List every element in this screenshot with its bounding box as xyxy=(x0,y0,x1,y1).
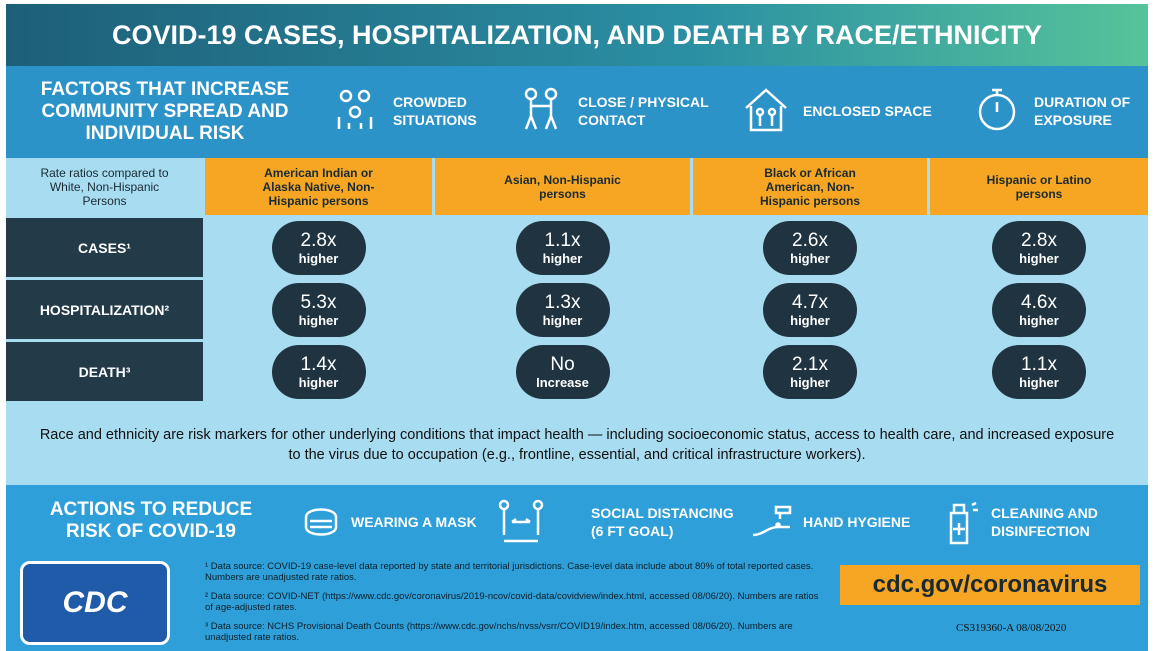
icon xyxy=(972,84,1022,134)
icon xyxy=(741,84,791,134)
ratio-value: 1.4x xyxy=(300,353,337,375)
ratio-pill: 2.8x higher xyxy=(271,221,366,275)
title: COVID-19 CASES, HOSPITALIZATION, AND DEA… xyxy=(111,19,1043,50)
icon-graphic xyxy=(304,508,338,536)
cdc-logo: CDC xyxy=(20,561,170,645)
icon-graphic xyxy=(498,499,544,543)
ratio-label: Increase xyxy=(536,374,589,390)
ratio-pill: 2.6x higher xyxy=(763,221,857,275)
footnote: ³ Data source: NCHS Provisional Death Co… xyxy=(205,621,793,643)
icon-graphic xyxy=(978,88,1016,131)
ratio-label: higher xyxy=(790,312,830,328)
ratio-value: 1.1x xyxy=(1021,353,1057,375)
factor-label: CROWDED SITUATIONS xyxy=(393,94,477,128)
ratio-value: 5.3x xyxy=(300,291,337,313)
ratio-pill: 2.8x higher xyxy=(992,221,1086,275)
factor-label: CLOSE / PHYSICAL CONTACT xyxy=(578,94,709,128)
website: cdc.gov/coronavirus xyxy=(840,565,1140,605)
factor-label: ENCLOSED SPACE xyxy=(803,103,932,119)
footnote: ¹ Data source: COVID-19 case-level data … xyxy=(205,561,814,583)
document-code: CS319360-A 08/08/2020 xyxy=(956,622,1067,634)
icon-graphic xyxy=(337,89,373,129)
corner-cell: Rate ratios compared to White, Non-Hispa… xyxy=(40,165,169,208)
note: Race and ethnicity are risk markers for … xyxy=(39,427,1115,463)
icon-graphic xyxy=(745,88,787,132)
ratio-pill: 5.3x higher xyxy=(271,283,366,337)
factor-label: DURATION OF EXPOSURE xyxy=(1034,94,1131,128)
column-header: Asian, Non-Hispanic persons xyxy=(435,158,690,215)
icon xyxy=(516,84,566,134)
ratio-value: 2.1x xyxy=(792,353,828,375)
icon-graphic xyxy=(752,505,792,537)
factors-band: FACTORS THAT INCREASE COMMUNITY SPREAD A… xyxy=(6,66,1148,158)
ratio-pill: 1.4x higher xyxy=(271,345,366,399)
icon xyxy=(496,497,546,547)
ratio-label: higher xyxy=(298,374,339,390)
ratio-value: No xyxy=(550,353,575,375)
action-label: HAND HYGIENE xyxy=(803,514,911,530)
ratio-pill: No Increase xyxy=(515,345,610,399)
icon xyxy=(331,84,381,134)
ratio-label: higher xyxy=(542,312,583,328)
icon-graphic xyxy=(949,501,978,545)
ratio-label: higher xyxy=(298,312,339,328)
row-label: DEATH³ xyxy=(6,342,203,401)
ratio-label: higher xyxy=(298,250,339,266)
column-header: Hispanic or Latino persons xyxy=(930,158,1148,215)
ratio-value: 2.8x xyxy=(1021,229,1057,251)
icon xyxy=(936,497,986,547)
ratio-label: higher xyxy=(790,250,830,266)
ratio-pill: 1.1x higher xyxy=(515,221,610,275)
actions-heading: ACTIONS TO REDUCE RISK OF COVID-19 xyxy=(49,499,253,542)
note-band: Race and ethnicity are risk markers for … xyxy=(6,405,1148,485)
ratio-pill: 4.7x higher xyxy=(763,283,857,337)
ratio-value: 1.3x xyxy=(544,291,581,313)
action-label: SOCIAL DISTANCING (6 FT GOAL) xyxy=(591,505,734,539)
action-label: WEARING A MASK xyxy=(351,514,477,530)
table: Rate ratios compared to White, Non-Hispa… xyxy=(6,158,1148,405)
ratio-value: 4.7x xyxy=(792,291,828,313)
row-label: CASES¹ xyxy=(6,218,203,277)
ratio-value: 2.6x xyxy=(792,229,828,251)
action-label: CLEANING AND DISINFECTION xyxy=(991,505,1098,539)
ratio-label: higher xyxy=(790,374,830,390)
ratio-label: higher xyxy=(542,250,583,266)
ratio-value: 2.8x xyxy=(300,229,337,251)
column-header: American Indian or Alaska Native, Non-Hi… xyxy=(205,158,432,215)
ratio-pill: 4.6x higher xyxy=(992,283,1086,337)
ratio-pill: 2.1x higher xyxy=(763,345,857,399)
actions-band: ACTIONS TO REDUCE RISK OF COVID-19 CDC c… xyxy=(6,485,1148,651)
title-band: COVID-19 CASES, HOSPITALIZATION, AND DEA… xyxy=(6,4,1148,66)
ratio-pill: 1.1x higher xyxy=(992,345,1086,399)
row-label: HOSPITALIZATION² xyxy=(6,280,203,339)
ratio-pill: 1.3x higher xyxy=(515,283,610,337)
ratio-value: 1.1x xyxy=(544,229,581,251)
icon xyxy=(748,497,798,547)
ratio-label: higher xyxy=(1019,250,1059,266)
factors-heading: FACTORS THAT INCREASE COMMUNITY SPREAD A… xyxy=(40,79,290,144)
ratio-label: higher xyxy=(1019,374,1059,390)
column-header: Black or African American, Non-Hispanic … xyxy=(693,158,927,215)
icon-graphic xyxy=(524,87,558,130)
icon xyxy=(296,497,346,547)
footnote: ² Data source: COVID-NET (https://www.cd… xyxy=(205,591,819,613)
ratio-label: higher xyxy=(1019,312,1059,328)
ratio-value: 4.6x xyxy=(1021,291,1057,313)
